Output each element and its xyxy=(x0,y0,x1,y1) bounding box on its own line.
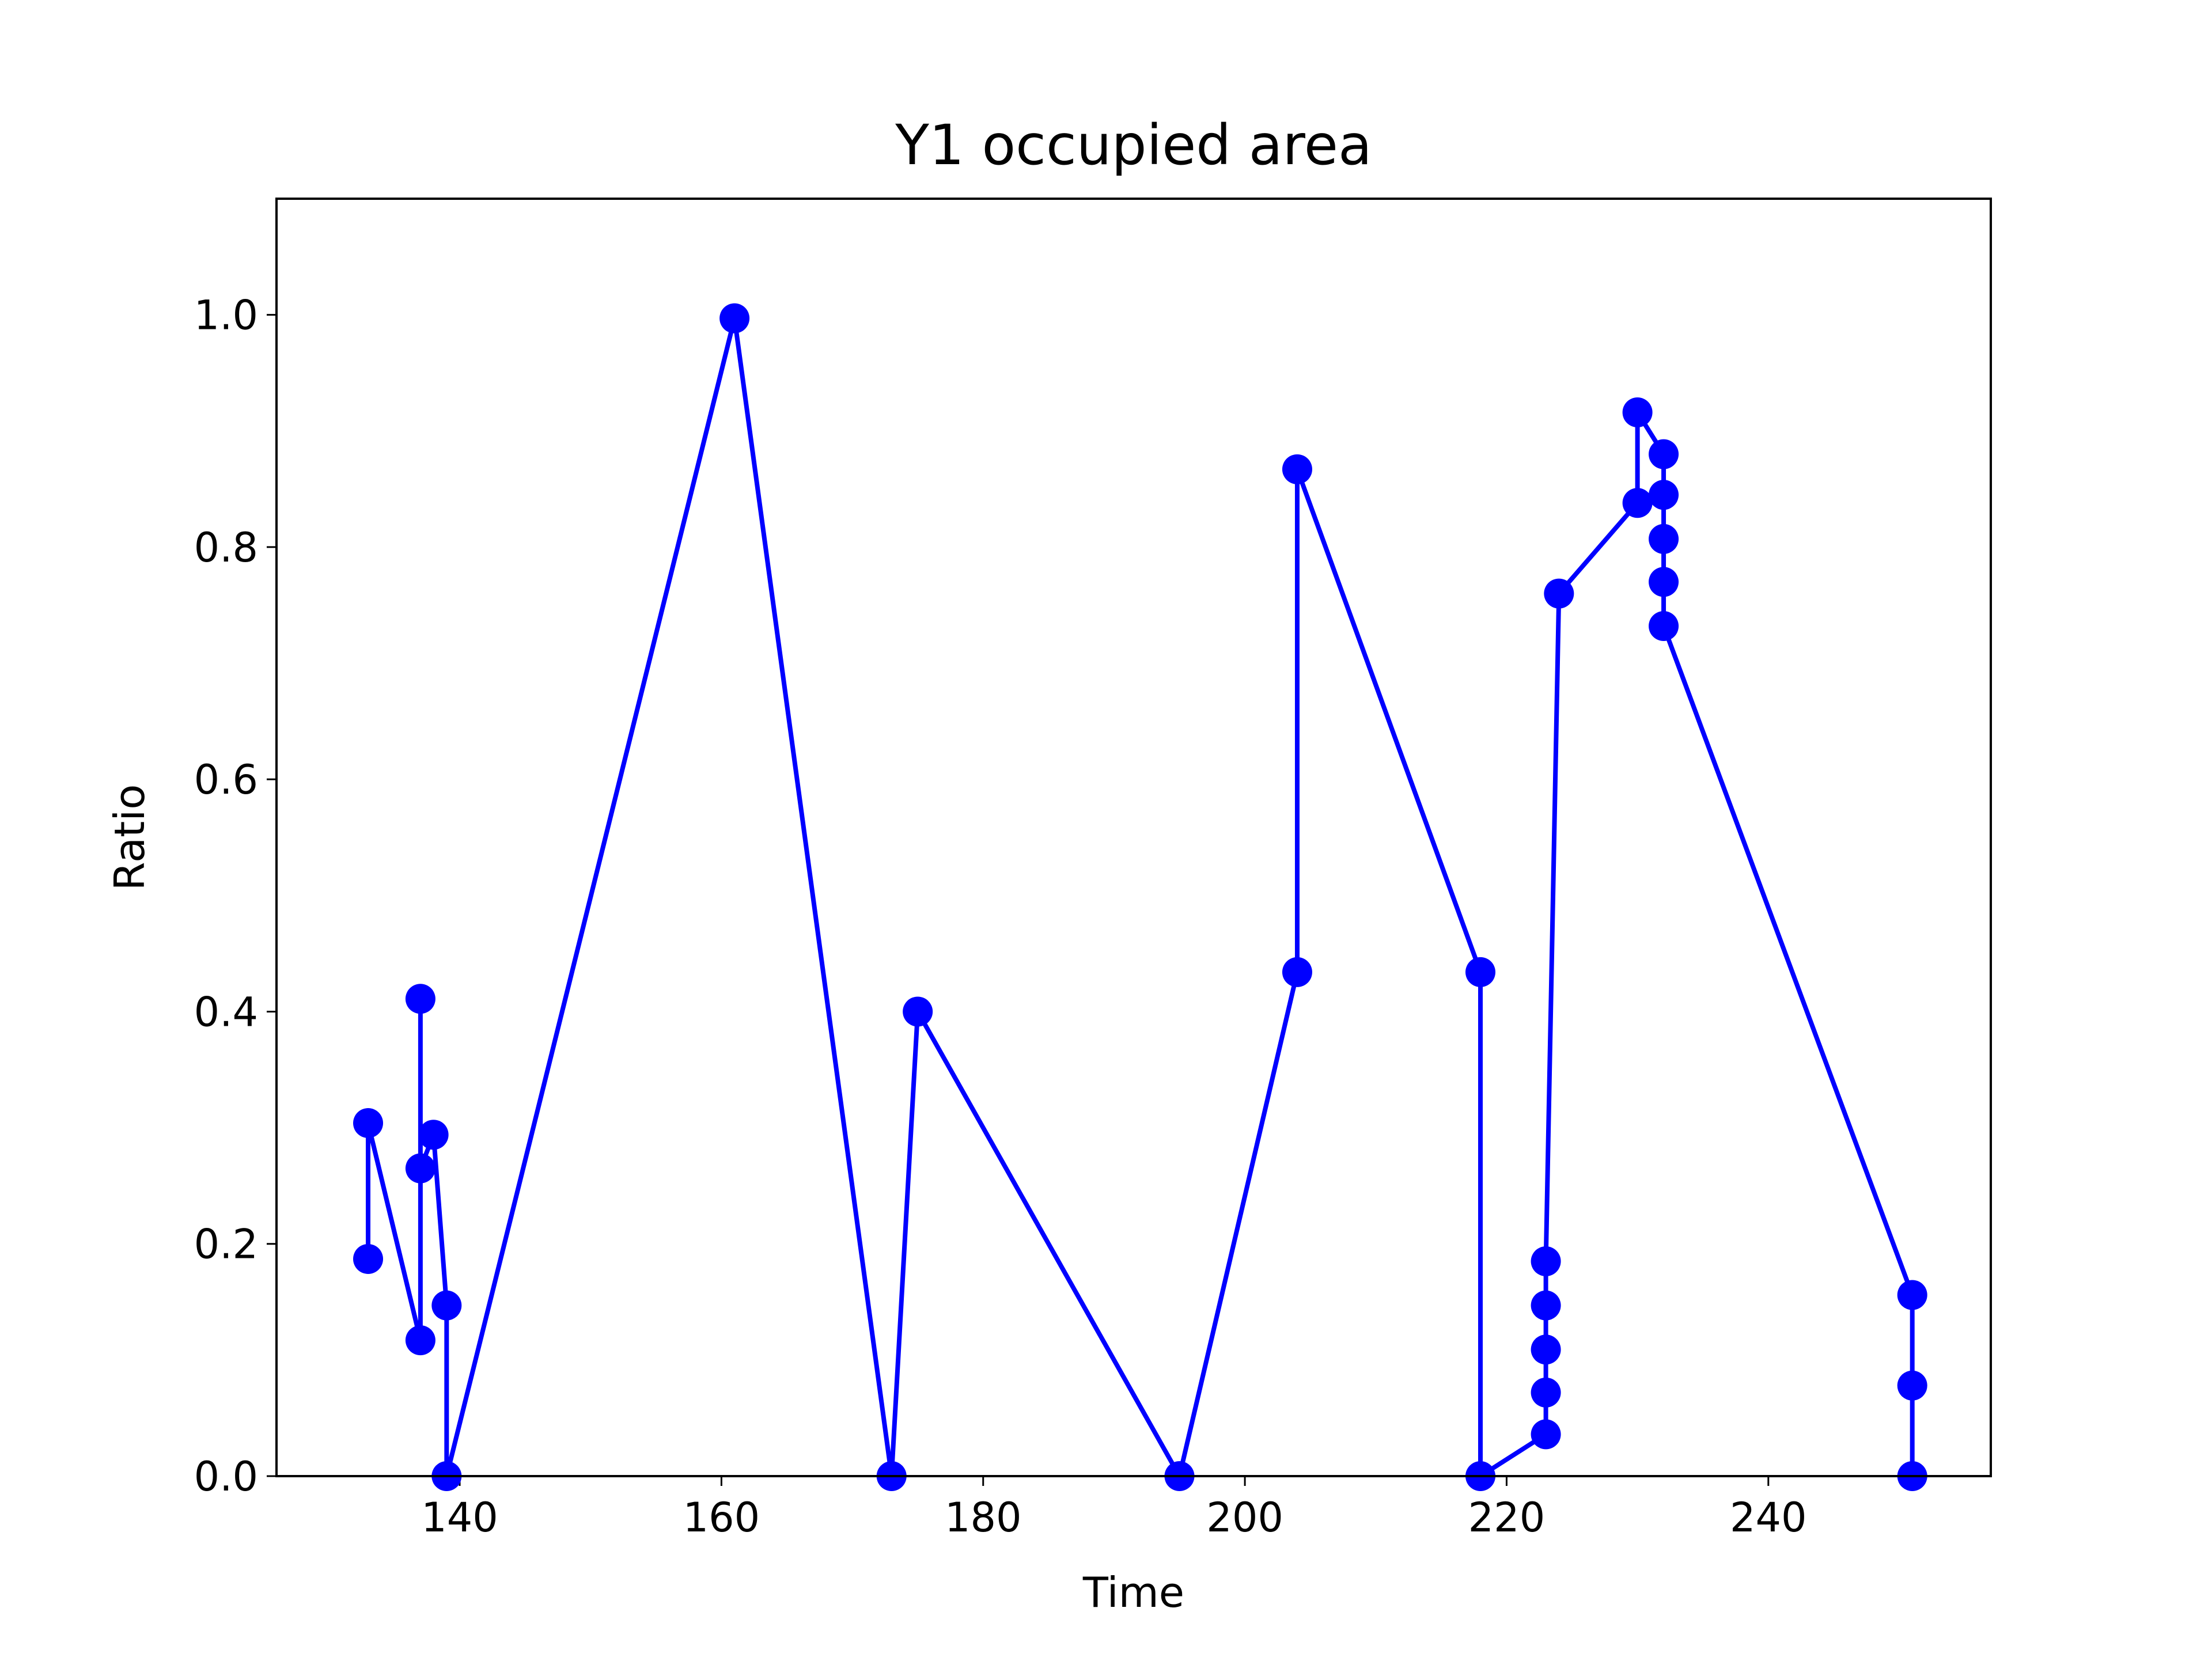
y-tick-label: 0.4 xyxy=(194,988,258,1036)
plot-area xyxy=(276,199,1991,1476)
y-tick-label: 1.0 xyxy=(194,292,258,339)
y-tick-label: 0.2 xyxy=(194,1221,258,1268)
data-point xyxy=(405,1325,435,1356)
data-point xyxy=(1649,480,1679,510)
series-layer xyxy=(353,303,1927,1491)
data-point xyxy=(1649,439,1679,469)
data-point xyxy=(1531,1377,1561,1408)
y-tick-label: 0.8 xyxy=(194,524,258,571)
data-point xyxy=(1531,1290,1561,1321)
data-point xyxy=(1531,1419,1561,1450)
x-axis-ticks: 140 160 180 200 220 240 xyxy=(421,1476,1807,1541)
data-point xyxy=(1622,488,1653,518)
x-tick-label: 140 xyxy=(421,1494,498,1541)
data-point xyxy=(1649,567,1679,597)
data-point xyxy=(431,1290,462,1321)
data-point xyxy=(1282,454,1312,484)
y-axis-ticks: 0.0 0.2 0.4 0.6 0.8 1.0 xyxy=(194,292,276,1500)
data-point xyxy=(1649,611,1679,642)
data-point xyxy=(353,1108,384,1139)
data-point xyxy=(1897,1280,1927,1310)
x-tick-label: 240 xyxy=(1730,1494,1807,1541)
data-point xyxy=(1622,397,1653,428)
data-point xyxy=(1544,578,1574,609)
x-tick-label: 220 xyxy=(1468,1494,1546,1541)
data-point xyxy=(418,1120,449,1150)
data-point xyxy=(1531,1334,1561,1365)
y-tick-label: 0.6 xyxy=(194,756,258,803)
y-axis-label: Ratio xyxy=(105,784,154,891)
data-point xyxy=(1531,1246,1561,1276)
data-point xyxy=(1897,1370,1927,1401)
data-point xyxy=(1649,524,1679,554)
data-point xyxy=(353,1243,384,1274)
x-tick-label: 200 xyxy=(1206,1494,1283,1541)
data-point xyxy=(1282,957,1312,987)
data-point xyxy=(405,1153,435,1184)
data-point xyxy=(405,984,435,1014)
plot-frame xyxy=(275,198,1992,1477)
x-axis-label: Time xyxy=(1082,1568,1184,1617)
x-tick-label: 160 xyxy=(683,1494,760,1541)
chart-title: Y1 occupied area xyxy=(895,113,1372,177)
data-point xyxy=(903,996,933,1027)
data-point xyxy=(719,303,750,333)
data-point xyxy=(1465,957,1496,987)
y-tick-label: 0.0 xyxy=(194,1453,258,1500)
x-tick-label: 180 xyxy=(945,1494,1022,1541)
